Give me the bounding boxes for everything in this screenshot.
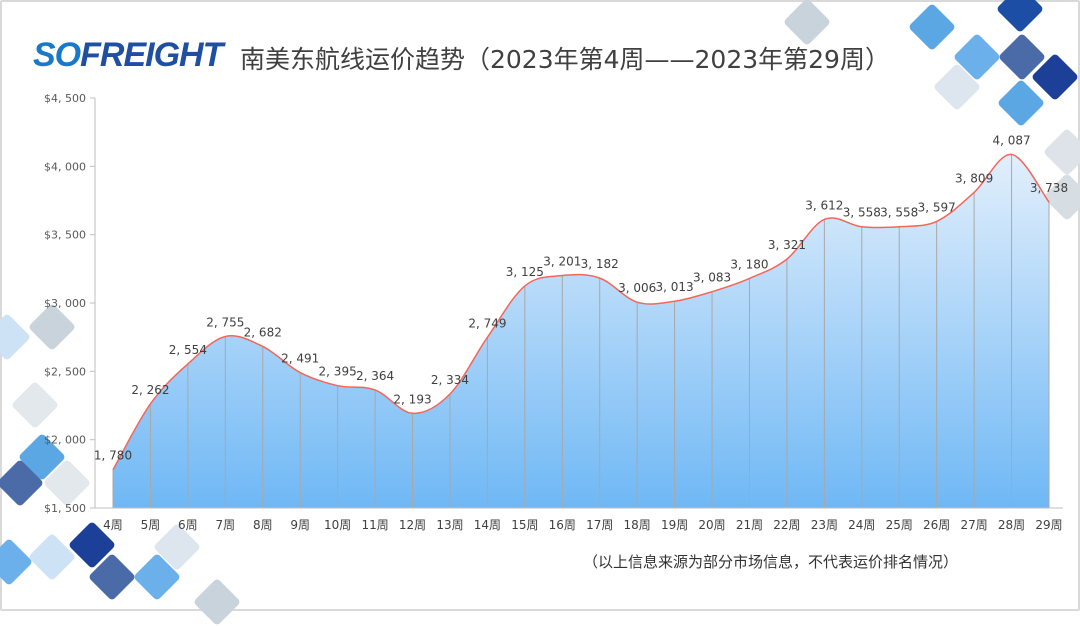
x-tick-label: 17周 [586, 518, 613, 532]
y-tick-label: $4, 500 [44, 92, 86, 105]
data-label: 3, 201 [543, 255, 581, 269]
sofreight-logo: SOFREIGHT [33, 36, 223, 74]
x-tick-label: 18周 [624, 518, 651, 532]
data-label: 3, 809 [955, 171, 993, 185]
data-label: 2, 491 [281, 352, 319, 366]
x-tick-label: 4周 [103, 518, 123, 532]
x-tick-label: 15周 [511, 518, 538, 532]
data-label: 2, 749 [468, 316, 506, 330]
data-label: 3, 597 [918, 200, 956, 214]
x-tick-label: 21周 [736, 518, 763, 532]
y-tick-label: $1, 500 [44, 502, 86, 515]
x-tick-label: 13周 [436, 518, 463, 532]
data-label: 2, 193 [393, 392, 431, 406]
x-tick-label: 8周 [253, 518, 273, 532]
x-tick-label: 16周 [549, 518, 576, 532]
x-tick-label: 29周 [1035, 518, 1062, 532]
x-tick-label: 24周 [848, 518, 875, 532]
data-label: 2, 554 [169, 343, 207, 357]
x-tick-label: 6周 [178, 518, 198, 532]
series-line [112, 153, 1050, 471]
data-label: 3, 738 [1030, 181, 1068, 195]
data-label: 2, 395 [319, 365, 357, 379]
data-label: 3, 013 [656, 280, 694, 294]
area-fill [113, 154, 1049, 508]
data-label: 3, 006 [618, 281, 656, 295]
x-tick-label: 7周 [215, 518, 235, 532]
data-label: 3, 182 [581, 257, 619, 271]
data-label: 3, 083 [693, 271, 731, 285]
y-tick-label: $2, 000 [44, 434, 86, 447]
x-tick-label: 20周 [698, 518, 725, 532]
y-tick-label: $3, 000 [44, 297, 86, 310]
data-label: 3, 321 [768, 238, 806, 252]
x-tick-label: 19周 [661, 518, 688, 532]
x-tick-label: 14周 [474, 518, 501, 532]
x-tick-label: 25周 [886, 518, 913, 532]
x-tick-label: 27周 [960, 518, 987, 532]
y-tick-label: $4, 000 [44, 160, 86, 173]
data-label: 3, 558 [843, 206, 881, 220]
x-tick-label: 23周 [811, 518, 838, 532]
data-label: 2, 364 [356, 369, 394, 383]
data-label: 2, 334 [431, 373, 469, 387]
x-tick-label: 5周 [141, 518, 161, 532]
data-label: 3, 558 [880, 206, 918, 220]
data-label: 3, 612 [805, 198, 843, 212]
y-tick-label: $3, 500 [44, 229, 86, 242]
y-tick-label: $2, 500 [44, 365, 86, 378]
data-label: 2, 262 [131, 383, 169, 397]
data-label: 2, 755 [206, 315, 244, 329]
data-label: 1, 780 [94, 449, 132, 463]
x-tick-label: 12周 [399, 518, 426, 532]
source-footnote: （以上信息来源为部分市场信息，不代表运价排名情况） [583, 553, 959, 571]
chart-title: 南美东航线运价趋势（2023年第4周——2023年第29周） [240, 45, 890, 74]
x-tick-label: 26周 [923, 518, 950, 532]
x-tick-label: 10周 [324, 518, 351, 532]
data-label: 2, 682 [244, 325, 282, 339]
x-tick-label: 9周 [290, 518, 310, 532]
x-tick-label: 28周 [998, 518, 1025, 532]
area-chart: $1, 500 $2, 000 $2, 500 $3, 000 $3, 500 $4, 0… [44, 92, 1068, 532]
data-label: 3, 180 [730, 257, 768, 271]
x-tick-label: 22周 [773, 518, 800, 532]
data-label: 4, 087 [992, 133, 1030, 147]
slide-frame [0, 0, 1080, 611]
data-label: 3, 125 [506, 265, 544, 279]
x-tick-label: 11周 [361, 518, 388, 532]
